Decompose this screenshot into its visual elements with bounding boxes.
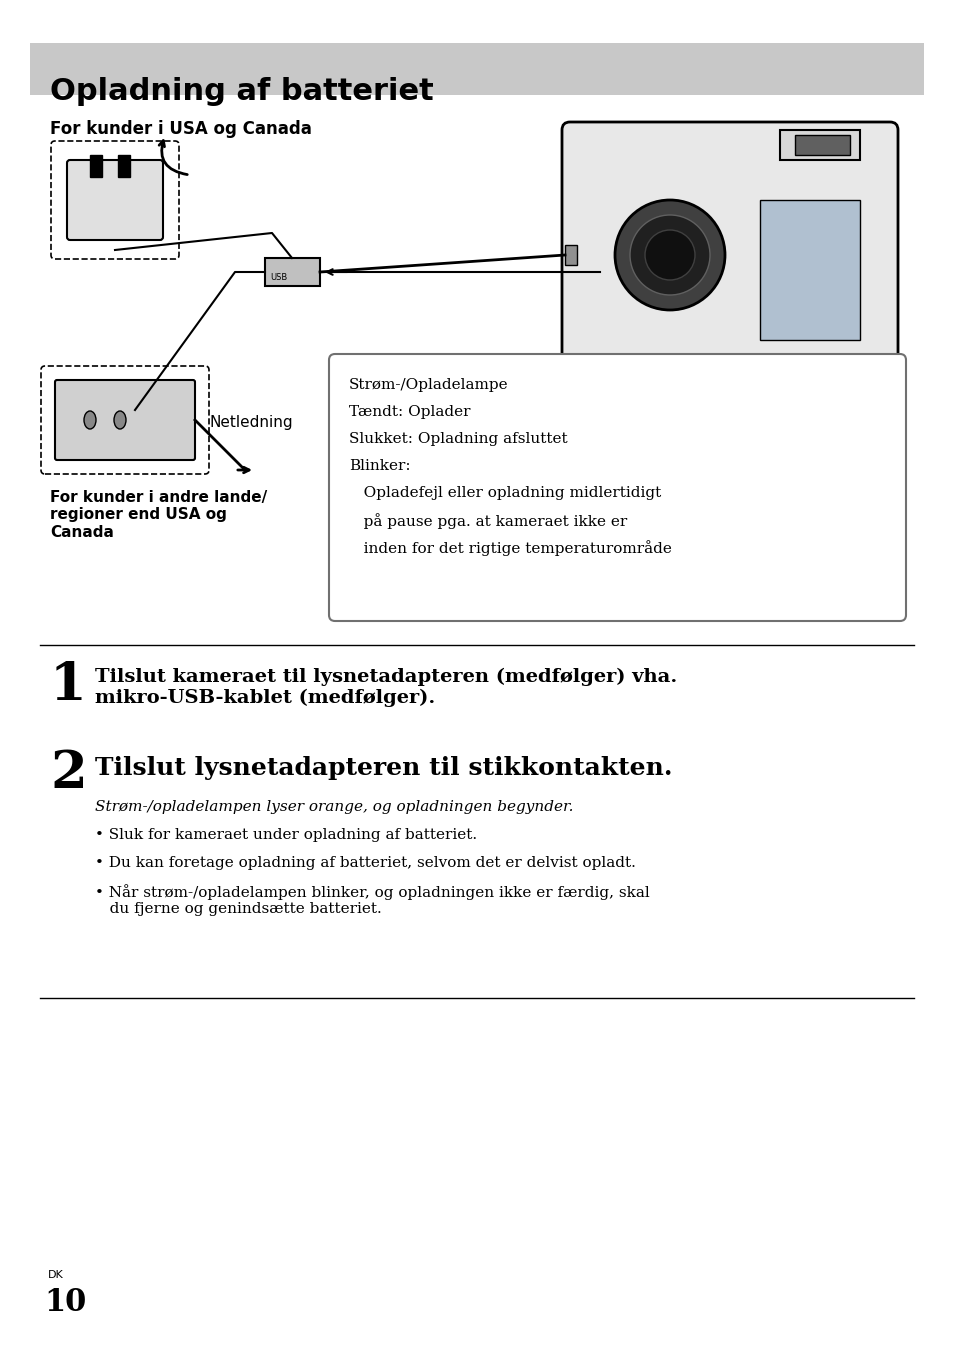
Text: • Du kan foretage opladning af batteriet, selvom det er delvist opladt.: • Du kan foretage opladning af batteriet… <box>95 855 636 870</box>
FancyBboxPatch shape <box>55 381 194 460</box>
FancyBboxPatch shape <box>41 366 209 473</box>
Text: Tilslut kameraet til lysnetadapteren (medfølger) vha.
mikro-USB-kablet (medfølge: Tilslut kameraet til lysnetadapteren (me… <box>95 668 677 707</box>
Text: Tilslut lysnetadapteren til stikkontakten.: Tilslut lysnetadapteren til stikkontakte… <box>95 756 672 780</box>
Text: inden for det rigtige temperaturområde: inden for det rigtige temperaturområde <box>349 539 671 555</box>
Text: Strøm-/opladelampen lyser orange, og opladningen begynder.: Strøm-/opladelampen lyser orange, og opl… <box>95 800 573 814</box>
FancyBboxPatch shape <box>561 122 897 387</box>
FancyBboxPatch shape <box>30 43 923 95</box>
Ellipse shape <box>113 412 126 429</box>
Text: 2: 2 <box>50 748 87 799</box>
Text: Tændt: Oplader: Tændt: Oplader <box>349 405 470 420</box>
Text: Opladning af batteriet: Opladning af batteriet <box>50 77 434 106</box>
Text: USB: USB <box>270 273 287 282</box>
FancyBboxPatch shape <box>329 354 905 621</box>
Text: • Sluk for kameraet under opladning af batteriet.: • Sluk for kameraet under opladning af b… <box>95 829 477 842</box>
Bar <box>118 155 130 178</box>
Text: For kunder i andre lande/
regioner end USA og
Canada: For kunder i andre lande/ regioner end U… <box>50 490 267 539</box>
Text: For kunder i USA og Canada: For kunder i USA og Canada <box>50 120 312 139</box>
Text: Slukket: Opladning afsluttet: Slukket: Opladning afsluttet <box>349 432 567 447</box>
Bar <box>760 200 859 340</box>
Bar <box>564 245 577 265</box>
Text: 10: 10 <box>44 1287 86 1318</box>
Text: Strøm-/Opladelampe: Strøm-/Opladelampe <box>349 378 508 391</box>
Bar <box>780 130 859 160</box>
Text: på pause pga. at kameraet ikke er: på pause pga. at kameraet ikke er <box>349 512 626 529</box>
Text: DK: DK <box>48 1270 64 1280</box>
Bar <box>90 155 102 178</box>
Bar <box>265 258 319 286</box>
Text: • Når strøm-/opladelampen blinker, og opladningen ikke er færdig, skal
   du fje: • Når strøm-/opladelampen blinker, og op… <box>95 884 649 916</box>
Circle shape <box>615 200 724 309</box>
FancyBboxPatch shape <box>67 160 163 239</box>
Ellipse shape <box>84 412 96 429</box>
Text: Blinker:: Blinker: <box>349 459 410 473</box>
FancyBboxPatch shape <box>51 141 179 260</box>
Text: Opladefejl eller opladning midlertidigt: Opladefejl eller opladning midlertidigt <box>349 486 660 500</box>
Bar <box>794 134 849 155</box>
Circle shape <box>629 215 709 295</box>
Text: Netledning: Netledning <box>210 416 294 430</box>
Circle shape <box>644 230 695 280</box>
Text: 1: 1 <box>50 660 87 712</box>
